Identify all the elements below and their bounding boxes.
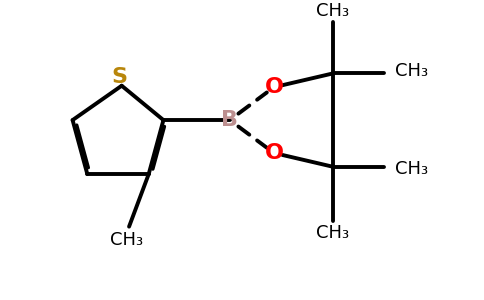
Text: B: B [221,110,238,130]
Text: O: O [264,143,284,163]
Text: CH₃: CH₃ [316,2,349,20]
Text: CH₃: CH₃ [395,160,428,178]
Text: CH₃: CH₃ [395,62,428,80]
Text: O: O [264,77,284,97]
Text: CH₃: CH₃ [316,224,349,242]
Text: S: S [111,68,127,87]
Text: CH₃: CH₃ [110,231,143,249]
